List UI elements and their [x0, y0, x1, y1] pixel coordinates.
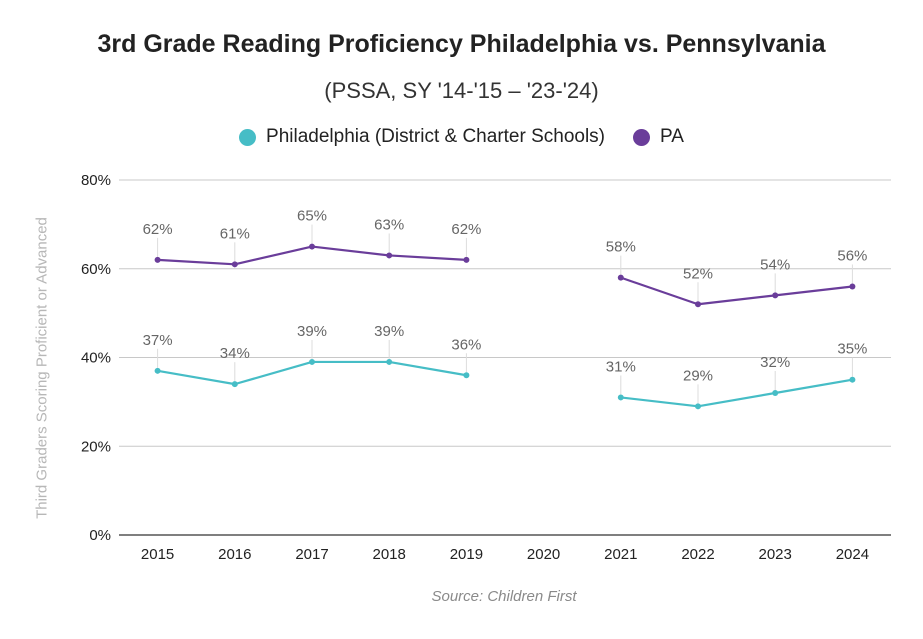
data-label: 36% [451, 336, 481, 353]
data-point [695, 403, 701, 410]
data-point [772, 292, 779, 299]
x-tick-label: 2023 [759, 546, 792, 563]
data-label: 63% [374, 216, 404, 233]
y-tick-label: 40% [81, 350, 111, 367]
x-tick-label: 2015 [141, 546, 174, 563]
data-label: 32% [760, 354, 790, 371]
y-tick-label: 80% [81, 172, 111, 189]
chart-source: Source: Children First [431, 588, 577, 605]
data-point [231, 381, 238, 388]
data-label: 31% [606, 358, 636, 375]
data-label: 61% [220, 225, 250, 242]
data-point [386, 358, 393, 365]
data-point [849, 376, 856, 383]
data-label: 62% [143, 221, 173, 238]
x-tick-label: 2024 [836, 546, 869, 563]
data-point [695, 301, 701, 308]
data-label: 35% [837, 341, 867, 358]
y-tick-label: 60% [81, 261, 111, 278]
data-point [154, 367, 161, 374]
data-point [309, 358, 315, 365]
y-tick-label: 20% [81, 438, 111, 455]
y-tick-label: 0% [89, 527, 111, 544]
chart-legend: Philadelphia (District & Charter Schools… [0, 126, 923, 148]
data-label: 39% [297, 323, 327, 340]
data-point [617, 394, 624, 401]
data-label: 62% [451, 221, 481, 238]
data-point [154, 256, 161, 263]
legend-marker-philadelphia [239, 128, 257, 146]
data-label: 37% [143, 332, 173, 349]
data-point [231, 261, 238, 268]
data-point [772, 390, 779, 396]
data-label: 34% [220, 345, 250, 362]
data-point [386, 252, 393, 259]
series-line [157, 360, 467, 386]
legend-marker-pa [633, 128, 651, 146]
data-point [849, 283, 856, 290]
legend-item-pa[interactable]: PA [633, 126, 684, 148]
data-point [463, 372, 470, 379]
data-label: 29% [683, 367, 713, 384]
data-point [617, 274, 624, 281]
x-tick-label: 2022 [681, 546, 714, 563]
series-line [620, 276, 853, 306]
data-label: 58% [606, 239, 636, 256]
data-label: 52% [683, 265, 713, 282]
data-label: 65% [297, 208, 327, 225]
data-label: 39% [374, 323, 404, 340]
chart-subtitle: (PSSA, SY '14-'15 – '23-'24) [324, 78, 599, 103]
x-tick-label: 2021 [604, 546, 637, 563]
legend-label-pa: PA [660, 126, 684, 147]
data-label: 54% [760, 256, 790, 273]
series-line [620, 378, 853, 408]
chart-title: 3rd Grade Reading Proficiency Philadelph… [97, 30, 826, 58]
data-point [463, 256, 470, 263]
x-tick-label: 2018 [373, 546, 406, 563]
legend-item-philadelphia[interactable]: Philadelphia (District & Charter Schools… [239, 126, 605, 148]
data-label: 56% [837, 248, 867, 265]
x-tick-label: 2020 [527, 546, 560, 563]
legend-label-philadelphia: Philadelphia (District & Charter Schools… [266, 126, 606, 147]
x-tick-label: 2019 [450, 546, 483, 563]
data-point [309, 243, 315, 250]
x-tick-label: 2017 [295, 546, 328, 563]
x-tick-label: 2016 [218, 546, 251, 563]
